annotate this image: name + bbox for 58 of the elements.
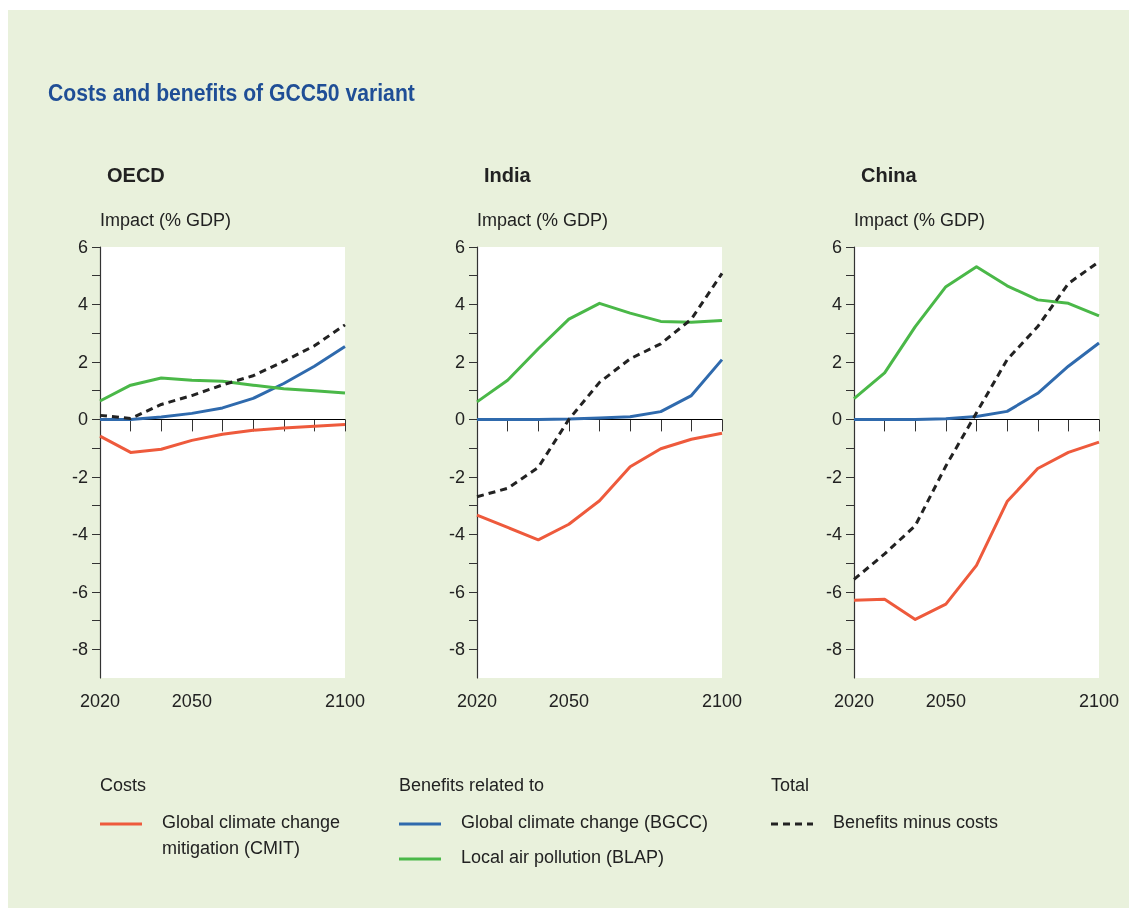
y-tick-label: 6	[77, 237, 88, 257]
x-tick-label: 2100	[701, 691, 743, 711]
chart-title: China	[861, 164, 918, 186]
y-tick-label: -6	[71, 581, 88, 602]
y-tick-label: -8	[448, 639, 465, 660]
y-axis-title: Impact (% GDP)	[100, 210, 232, 230]
y-axis-title: Impact (% GDP)	[477, 210, 609, 230]
line-series	[98, 376, 347, 403]
legend-label: Local air pollution (BLAP)	[461, 846, 665, 869]
y-tick-label: -8	[71, 639, 88, 660]
text: Total	[771, 775, 811, 796]
x-tick-label: 2100	[324, 691, 366, 711]
y-tick-label: 4	[454, 294, 465, 315]
chart-title: OECD	[107, 164, 165, 186]
line-series	[98, 323, 347, 421]
line-series	[475, 271, 724, 499]
y-tick-label: -2	[825, 466, 842, 487]
line-series	[475, 358, 724, 421]
y-tick-label: 6	[831, 237, 842, 257]
y-tick-label: 2	[77, 351, 88, 372]
line-series	[475, 301, 724, 404]
line-series	[475, 431, 724, 542]
y-tick-label: 0	[454, 409, 465, 430]
legend-label: Global climate change mitigation (CMIT)	[162, 811, 342, 860]
legend-label: Benefits minus costs	[833, 811, 999, 834]
y-tick-label: 0	[77, 409, 88, 430]
x-tick-label: 2050	[925, 691, 966, 711]
line-series	[852, 265, 1101, 401]
chart-title: India	[484, 164, 532, 186]
y-tick-label: -4	[825, 524, 842, 545]
y-tick-label: 2	[831, 351, 842, 372]
y-tick-label: -8	[825, 639, 842, 660]
x-tick-label: 2020	[456, 691, 498, 711]
y-tick-label: 4	[77, 294, 88, 315]
y-tick-label: -2	[71, 466, 88, 487]
x-tick-label: 2020	[833, 691, 875, 711]
x-tick-label: 2020	[79, 691, 121, 711]
y-tick-label: 4	[831, 294, 842, 315]
y-tick-label: -6	[825, 581, 842, 602]
line-series	[98, 344, 347, 421]
x-tick-label: 2050	[171, 691, 212, 711]
text: Benefits related to	[399, 775, 546, 796]
y-tick-label: 2	[454, 351, 465, 372]
y-tick-label: -4	[448, 524, 465, 545]
text: Costs	[100, 775, 147, 796]
x-tick-label: 2100	[1078, 691, 1120, 711]
y-tick-label: 6	[454, 237, 465, 257]
y-tick-label: -4	[71, 524, 88, 545]
y-tick-label: -6	[448, 581, 465, 602]
text: Costs and benefits of GCC50 variant	[48, 80, 415, 107]
line-series	[98, 423, 347, 454]
y-tick-label: 0	[831, 409, 842, 430]
x-tick-label: 2050	[548, 691, 589, 711]
line-series	[852, 341, 1101, 421]
y-axis-title: Impact (% GDP)	[854, 210, 986, 230]
line-series	[852, 440, 1101, 621]
y-tick-label: -2	[448, 466, 465, 487]
legend-label: Global climate change (BGCC)	[461, 811, 709, 834]
